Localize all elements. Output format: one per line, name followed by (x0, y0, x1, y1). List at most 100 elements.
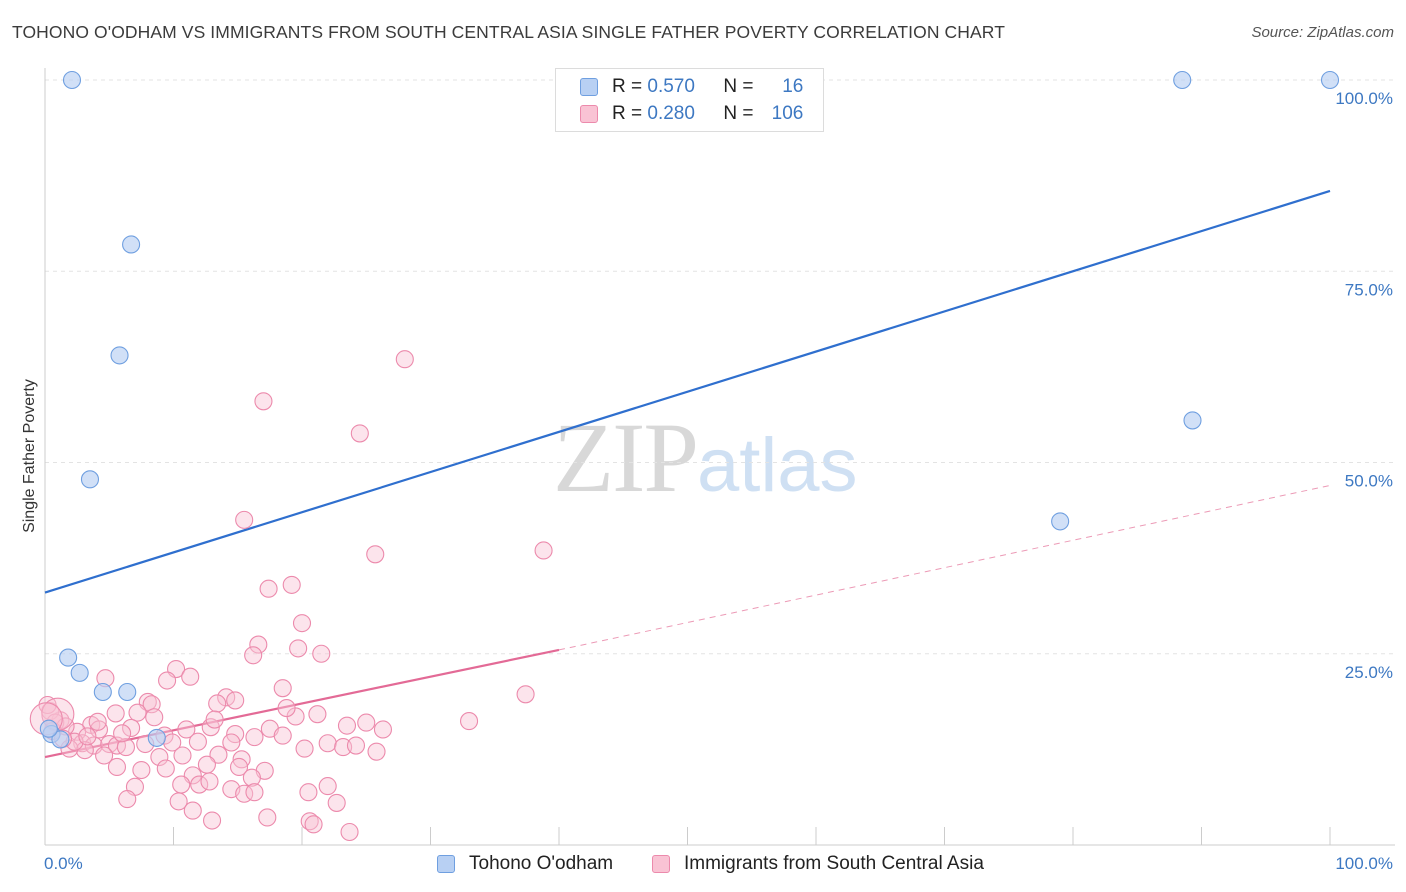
point-immigrants (350, 424, 369, 443)
legend-n-value: 106 (771, 103, 804, 124)
point-immigrants (78, 727, 97, 746)
legend-r-value: 0.280 (647, 103, 695, 124)
bottom-legend-tohono: Tohono O'odham (437, 851, 613, 877)
axis-labels: 25.0% 50.0% 75.0% 100.0% 0.0% 100.0% Single Fa… (21, 89, 1393, 873)
bottom-legend-immigrants: Immigrants from South Central Asia (652, 851, 984, 877)
point-immigrants (188, 732, 207, 751)
legend-r-label: R = (612, 76, 648, 97)
point-immigrants (254, 392, 273, 411)
point-immigrants (340, 822, 359, 842)
point-immigrants (295, 739, 314, 758)
point-immigrants (181, 667, 200, 686)
axes (44, 68, 1395, 846)
point-immigrants (197, 755, 216, 774)
point-immigrants (367, 742, 386, 761)
y-tick-label: 50.0% (1345, 472, 1393, 491)
point-immigrants (327, 793, 346, 812)
point-immigrants (516, 685, 535, 704)
point-immigrants (203, 811, 222, 830)
point-immigrants (169, 792, 188, 811)
point-immigrants (282, 575, 301, 594)
point-immigrants (172, 775, 191, 794)
point-immigrants (273, 679, 292, 698)
point-immigrants (208, 694, 227, 713)
point-immigrants (122, 718, 141, 738)
point-tohono (39, 719, 58, 738)
point-tohono (59, 648, 78, 667)
point-immigrants (259, 579, 278, 598)
y-axis-title: Single Father Poverty (21, 379, 38, 533)
data-points (29, 70, 1340, 842)
grid-lines (45, 79, 1395, 655)
point-immigrants (158, 671, 177, 690)
legend-row-tohono: R = 0.570 N = 16 (580, 74, 803, 100)
bottom-legend-label: Immigrants from South Central Asia (684, 853, 984, 874)
legend-swatch-blue (580, 78, 598, 96)
point-immigrants (273, 726, 292, 745)
point-immigrants (244, 646, 263, 665)
point-tohono (1173, 70, 1192, 90)
point-immigrants (312, 644, 331, 663)
point-immigrants (95, 746, 114, 765)
point-immigrants (200, 772, 219, 791)
point-immigrants (242, 768, 261, 787)
point-tohono (1183, 411, 1202, 430)
point-immigrants (277, 699, 296, 718)
point-immigrants (292, 614, 312, 633)
point-tohono (1051, 512, 1070, 531)
point-immigrants (289, 639, 308, 658)
point-immigrants (299, 783, 318, 802)
x-tick-label: 100.0% (1335, 854, 1393, 873)
bottom-legend-swatch-pink (652, 855, 670, 873)
point-immigrants (245, 728, 264, 747)
watermark-atlas: atlas (697, 423, 858, 508)
chart-source: Source: ZipAtlas.com (1251, 24, 1394, 41)
point-tohono (122, 235, 141, 254)
point-immigrants (229, 757, 249, 777)
point-immigrants (156, 759, 175, 778)
legend-r-value: 0.570 (647, 76, 695, 97)
point-immigrants (226, 691, 245, 710)
bottom-legend-swatch-blue (437, 855, 455, 873)
point-immigrants (205, 710, 224, 729)
point-immigrants (235, 510, 254, 529)
legend-swatch-pink (580, 105, 598, 123)
point-immigrants (177, 720, 196, 739)
point-immigrants (88, 712, 107, 731)
legend-n-label: N = (723, 76, 759, 97)
point-immigrants (346, 736, 366, 755)
point-immigrants (113, 724, 132, 743)
point-immigrants (245, 783, 264, 802)
trend-line-dashed-1 (558, 484, 1331, 651)
legend-row-immigrants: R = 0.280 N = 106 (580, 101, 803, 127)
point-tohono (118, 682, 137, 702)
point-immigrants (132, 760, 151, 780)
point-immigrants (107, 757, 127, 777)
point-immigrants (318, 734, 337, 753)
point-tohono (1320, 70, 1340, 90)
point-immigrants (534, 541, 553, 560)
point-immigrants (226, 725, 245, 744)
point-immigrants (145, 708, 164, 727)
point-immigrants (222, 733, 241, 752)
point-tohono (70, 663, 89, 682)
point-immigrants (373, 720, 393, 739)
point-immigrants (366, 545, 385, 564)
y-tick-label: 100.0% (1335, 89, 1393, 108)
trend-lines (44, 189, 1331, 759)
legend-n-label: N = (723, 103, 759, 124)
point-immigrants (318, 777, 337, 796)
point-immigrants (308, 705, 327, 724)
bottom-legend-label: Tohono O'odham (469, 853, 614, 874)
point-tohono (62, 70, 82, 90)
watermark-zip: ZIP (553, 402, 699, 513)
point-immigrants (128, 703, 147, 722)
point-tohono (110, 346, 129, 365)
point-immigrants (106, 704, 125, 723)
y-tick-label: 75.0% (1345, 280, 1393, 299)
point-tohono (80, 470, 100, 489)
stats-legend: R = 0.570 N = 16 R = 0.280 N = 106 (555, 68, 824, 132)
point-immigrants (190, 775, 209, 794)
point-immigrants (258, 808, 277, 827)
